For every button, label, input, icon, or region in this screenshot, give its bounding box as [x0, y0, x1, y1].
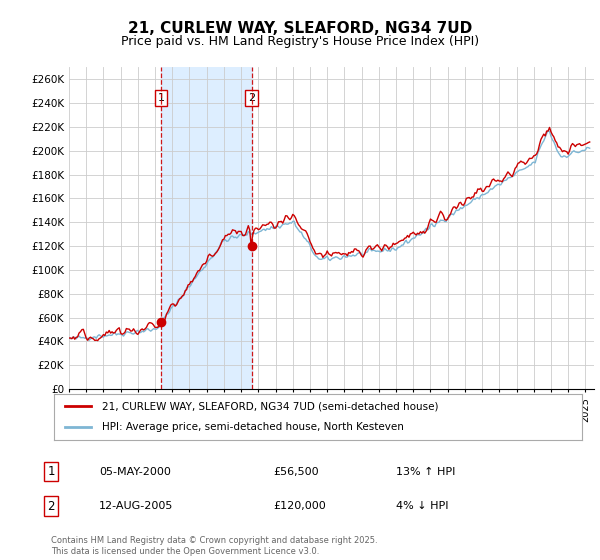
Bar — [161, 67, 252, 389]
Text: 21, CURLEW WAY, SLEAFORD, NG34 7UD (semi-detached house): 21, CURLEW WAY, SLEAFORD, NG34 7UD (semi… — [101, 401, 438, 411]
Text: 13% ↑ HPI: 13% ↑ HPI — [396, 466, 455, 477]
Text: 1: 1 — [158, 93, 164, 103]
Text: Price paid vs. HM Land Registry's House Price Index (HPI): Price paid vs. HM Land Registry's House … — [121, 35, 479, 48]
Text: Contains HM Land Registry data © Crown copyright and database right 2025.
This d: Contains HM Land Registry data © Crown c… — [51, 536, 377, 556]
Text: 2: 2 — [248, 93, 256, 103]
Text: 21, CURLEW WAY, SLEAFORD, NG34 7UD: 21, CURLEW WAY, SLEAFORD, NG34 7UD — [128, 21, 472, 36]
Text: £56,500: £56,500 — [273, 466, 319, 477]
Text: 12-AUG-2005: 12-AUG-2005 — [99, 501, 173, 511]
Text: £120,000: £120,000 — [273, 501, 326, 511]
Text: 4% ↓ HPI: 4% ↓ HPI — [396, 501, 449, 511]
Text: 05-MAY-2000: 05-MAY-2000 — [99, 466, 171, 477]
Text: HPI: Average price, semi-detached house, North Kesteven: HPI: Average price, semi-detached house,… — [101, 422, 403, 432]
Text: 1: 1 — [47, 465, 55, 478]
Text: 2: 2 — [47, 500, 55, 513]
